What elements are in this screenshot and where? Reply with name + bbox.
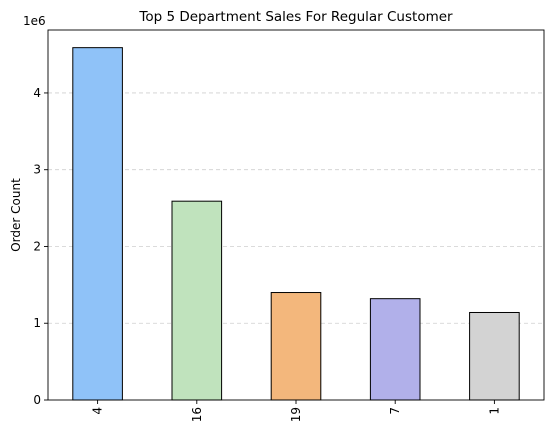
bar-7	[369, 298, 421, 401]
y-ticks: 0 1 2 3 4	[33, 86, 48, 407]
y-tick-label: 2	[33, 239, 41, 253]
bar-1	[469, 311, 520, 401]
y-tick-label: 1	[33, 316, 41, 330]
x-tick-label: 1	[487, 407, 501, 415]
y-axis-label: Order Count	[9, 178, 23, 252]
y-tick-label: 0	[33, 393, 41, 407]
y-tick-label: 4	[33, 86, 41, 100]
x-tick-label: 4	[91, 407, 105, 415]
y-tick-label: 3	[33, 163, 41, 177]
x-tick-label: 7	[388, 407, 402, 415]
bar-16	[171, 200, 223, 401]
bar-4	[72, 47, 123, 401]
x-tick-label: 19	[289, 407, 303, 422]
bar-19	[270, 292, 322, 401]
y-axis-offset-label: 1e6	[23, 14, 46, 28]
x-ticks: 4 16 19 7 1	[91, 400, 501, 422]
chart-title: Top 5 Department Sales For Regular Custo…	[138, 9, 453, 25]
bars	[72, 47, 520, 401]
x-tick-label: 16	[190, 407, 204, 422]
